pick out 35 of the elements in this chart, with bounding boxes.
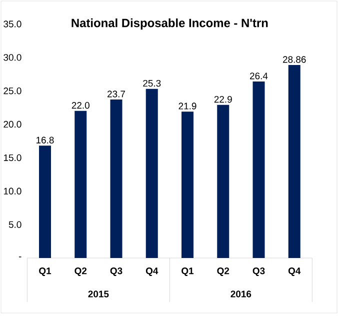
x-tick-label: Q4 — [288, 268, 301, 276]
data-label: 22.0 — [72, 102, 90, 109]
x-tick-label: Q2 — [217, 268, 230, 276]
bar — [146, 88, 158, 258]
data-label: 25.3 — [143, 80, 161, 87]
text: 2015 — [88, 290, 109, 298]
data-label: 16.8 — [36, 136, 54, 144]
y-tick-label: 15.0 — [4, 154, 22, 162]
y-tick-label: - — [18, 256, 22, 258]
y-tick-label: 10.0 — [4, 188, 22, 194]
x-tick-label: Q1 — [39, 268, 52, 276]
y-tick-label: 30.0 — [4, 54, 22, 61]
x-tick-label: Q4 — [146, 268, 158, 276]
data-label: 21.9 — [178, 102, 196, 110]
text: 2016 — [230, 290, 252, 298]
x-tick-label: Q1 — [182, 268, 194, 276]
data-label: 22.9 — [214, 96, 232, 103]
bar — [39, 146, 51, 258]
bar — [181, 112, 194, 258]
data-label: 28.86 — [282, 56, 306, 63]
data-label: 23.7 — [108, 90, 125, 98]
x-tick-label: Q3 — [252, 268, 265, 276]
bar — [217, 104, 230, 258]
data-label: 26.4 — [250, 72, 268, 80]
bar — [74, 110, 87, 258]
x-tick-label: Q3 — [110, 268, 122, 276]
bar — [110, 100, 122, 258]
bar — [288, 65, 300, 258]
y-tick-label: 35.0 — [4, 20, 22, 28]
chart-title: National Disposable Income - N'trn — [72, 18, 268, 30]
bar — [252, 82, 265, 258]
y-tick-label: 20.0 — [4, 120, 22, 128]
y-tick-label: 25.0 — [4, 88, 22, 94]
x-tick-label: Q2 — [74, 268, 87, 276]
y-tick-label: 5.0 — [8, 221, 22, 228]
